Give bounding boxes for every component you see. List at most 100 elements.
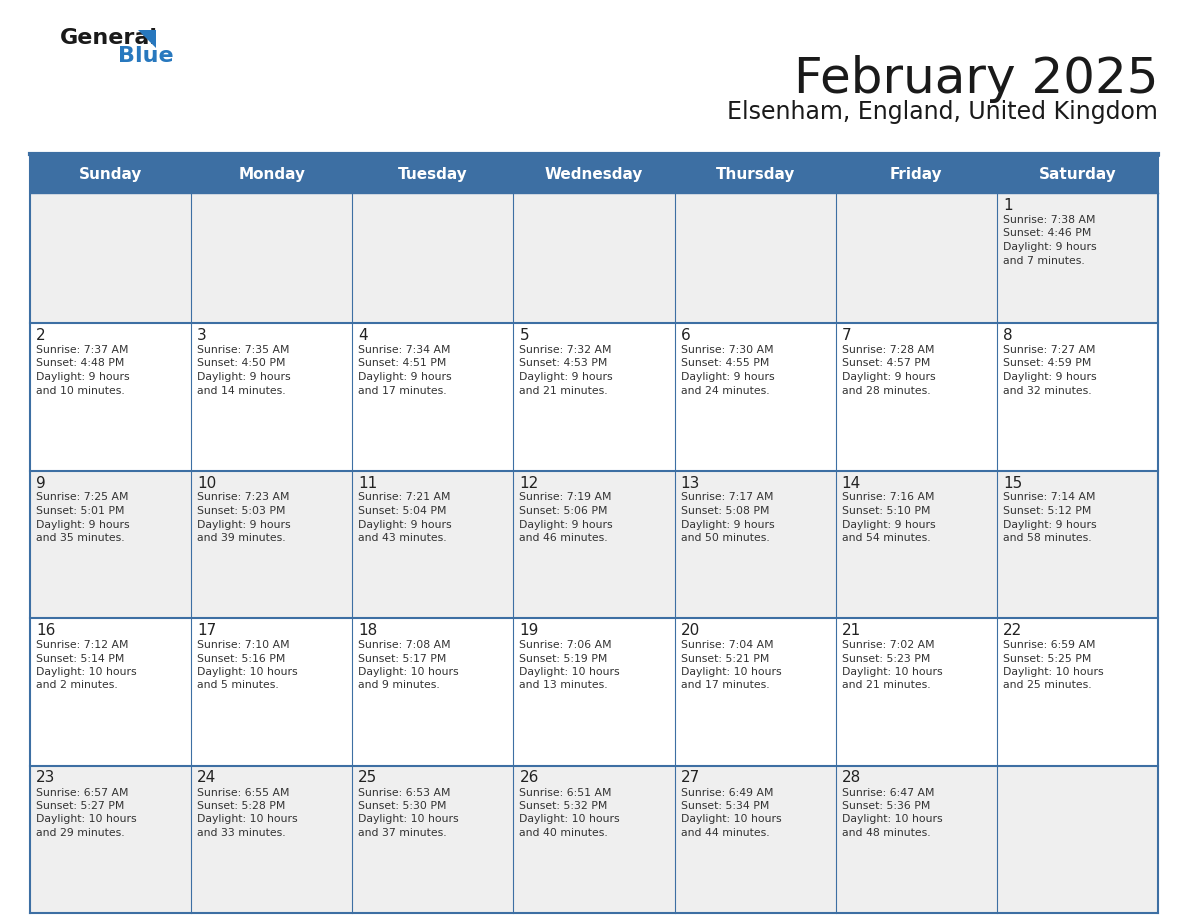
Text: Sunset: 5:32 PM: Sunset: 5:32 PM [519,801,608,811]
Text: 7: 7 [842,328,852,343]
Text: Sunrise: 6:53 AM: Sunrise: 6:53 AM [359,788,450,798]
Text: Sunrise: 7:21 AM: Sunrise: 7:21 AM [359,492,450,502]
Text: 5: 5 [519,328,529,343]
Bar [835,323,997,471]
Text: Daylight: 9 hours: Daylight: 9 hours [36,372,129,382]
Text: 28: 28 [842,770,861,786]
Text: Daylight: 10 hours: Daylight: 10 hours [519,814,620,824]
Text: Thursday: Thursday [715,166,795,182]
Text: Daylight: 9 hours: Daylight: 9 hours [681,372,775,382]
Text: and 46 minutes.: and 46 minutes. [519,533,608,543]
Text: Sunset: 5:27 PM: Sunset: 5:27 PM [36,801,125,811]
Bar [835,618,997,766]
Text: Sunset: 5:04 PM: Sunset: 5:04 PM [359,506,447,516]
Text: Sunset: 5:23 PM: Sunset: 5:23 PM [842,654,930,664]
Text: 13: 13 [681,476,700,490]
Text: and 48 minutes.: and 48 minutes. [842,828,930,838]
Text: Sunrise: 6:47 AM: Sunrise: 6:47 AM [842,788,934,798]
Text: 27: 27 [681,770,700,786]
Text: and 7 minutes.: and 7 minutes. [1003,255,1085,265]
Bar [997,471,1158,618]
Text: and 25 minutes.: and 25 minutes. [1003,680,1092,690]
Text: Sunrise: 7:27 AM: Sunrise: 7:27 AM [1003,345,1095,355]
Text: Sunset: 5:34 PM: Sunset: 5:34 PM [681,801,769,811]
Text: Wednesday: Wednesday [545,166,643,182]
Text: Sunset: 4:48 PM: Sunset: 4:48 PM [36,359,125,368]
Bar [997,618,1158,766]
Bar [353,323,513,471]
Text: and 13 minutes.: and 13 minutes. [519,680,608,690]
Text: Daylight: 10 hours: Daylight: 10 hours [197,667,298,677]
Text: 18: 18 [359,623,378,638]
Text: 1: 1 [1003,198,1012,213]
Text: Daylight: 9 hours: Daylight: 9 hours [197,520,291,530]
Text: Sunday: Sunday [78,166,143,182]
Bar [675,155,835,193]
Text: and 21 minutes.: and 21 minutes. [519,386,608,396]
Text: Sunset: 4:55 PM: Sunset: 4:55 PM [681,359,769,368]
Text: Daylight: 9 hours: Daylight: 9 hours [359,372,451,382]
Text: Sunset: 5:30 PM: Sunset: 5:30 PM [359,801,447,811]
Bar [997,766,1158,913]
Text: and 9 minutes.: and 9 minutes. [359,680,440,690]
Text: Sunset: 5:10 PM: Sunset: 5:10 PM [842,506,930,516]
Text: 6: 6 [681,328,690,343]
Text: and 40 minutes.: and 40 minutes. [519,828,608,838]
Polygon shape [138,30,156,48]
Bar [353,155,513,193]
Text: Sunrise: 7:14 AM: Sunrise: 7:14 AM [1003,492,1095,502]
Text: Daylight: 9 hours: Daylight: 9 hours [681,520,775,530]
Text: 4: 4 [359,328,368,343]
Text: Sunset: 5:16 PM: Sunset: 5:16 PM [197,654,285,664]
Text: Daylight: 9 hours: Daylight: 9 hours [36,520,129,530]
Text: Elsenham, England, United Kingdom: Elsenham, England, United Kingdom [727,100,1158,124]
Text: Sunset: 4:59 PM: Sunset: 4:59 PM [1003,359,1092,368]
Text: and 28 minutes.: and 28 minutes. [842,386,930,396]
Text: and 21 minutes.: and 21 minutes. [842,680,930,690]
Text: Sunset: 5:14 PM: Sunset: 5:14 PM [36,654,125,664]
Text: Daylight: 10 hours: Daylight: 10 hours [842,814,942,824]
Text: and 32 minutes.: and 32 minutes. [1003,386,1092,396]
Text: 14: 14 [842,476,861,490]
Text: Sunset: 4:51 PM: Sunset: 4:51 PM [359,359,447,368]
Text: Daylight: 10 hours: Daylight: 10 hours [681,814,782,824]
Text: and 29 minutes.: and 29 minutes. [36,828,125,838]
Text: and 17 minutes.: and 17 minutes. [681,680,769,690]
Text: Daylight: 10 hours: Daylight: 10 hours [681,667,782,677]
Text: Daylight: 10 hours: Daylight: 10 hours [36,667,137,677]
Text: 12: 12 [519,476,538,490]
Text: Sunrise: 7:17 AM: Sunrise: 7:17 AM [681,492,773,502]
Text: Sunrise: 6:55 AM: Sunrise: 6:55 AM [197,788,290,798]
Text: Sunset: 4:50 PM: Sunset: 4:50 PM [197,359,285,368]
Text: Daylight: 10 hours: Daylight: 10 hours [519,667,620,677]
Text: Sunrise: 7:23 AM: Sunrise: 7:23 AM [197,492,290,502]
Text: and 43 minutes.: and 43 minutes. [359,533,447,543]
Text: and 24 minutes.: and 24 minutes. [681,386,769,396]
Text: 2: 2 [36,328,45,343]
Text: Sunset: 4:53 PM: Sunset: 4:53 PM [519,359,608,368]
Text: Daylight: 9 hours: Daylight: 9 hours [519,520,613,530]
Text: Saturday: Saturday [1038,166,1117,182]
Text: Sunrise: 7:12 AM: Sunrise: 7:12 AM [36,640,128,650]
Text: Sunrise: 7:32 AM: Sunrise: 7:32 AM [519,345,612,355]
Text: and 14 minutes.: and 14 minutes. [197,386,286,396]
Bar [997,155,1158,193]
Text: 8: 8 [1003,328,1012,343]
Text: and 50 minutes.: and 50 minutes. [681,533,770,543]
Bar [30,323,191,471]
Text: Sunrise: 7:19 AM: Sunrise: 7:19 AM [519,492,612,502]
Text: Daylight: 10 hours: Daylight: 10 hours [842,667,942,677]
Bar [30,471,191,618]
Text: Blue: Blue [118,46,173,66]
Bar [30,155,191,193]
Text: 10: 10 [197,476,216,490]
Text: Sunrise: 7:38 AM: Sunrise: 7:38 AM [1003,215,1095,225]
Bar [835,766,997,913]
Bar [30,193,191,323]
Text: Sunset: 5:21 PM: Sunset: 5:21 PM [681,654,769,664]
Text: Daylight: 10 hours: Daylight: 10 hours [197,814,298,824]
Bar [191,193,353,323]
Text: 16: 16 [36,623,56,638]
Text: Daylight: 9 hours: Daylight: 9 hours [359,520,451,530]
Text: 20: 20 [681,623,700,638]
